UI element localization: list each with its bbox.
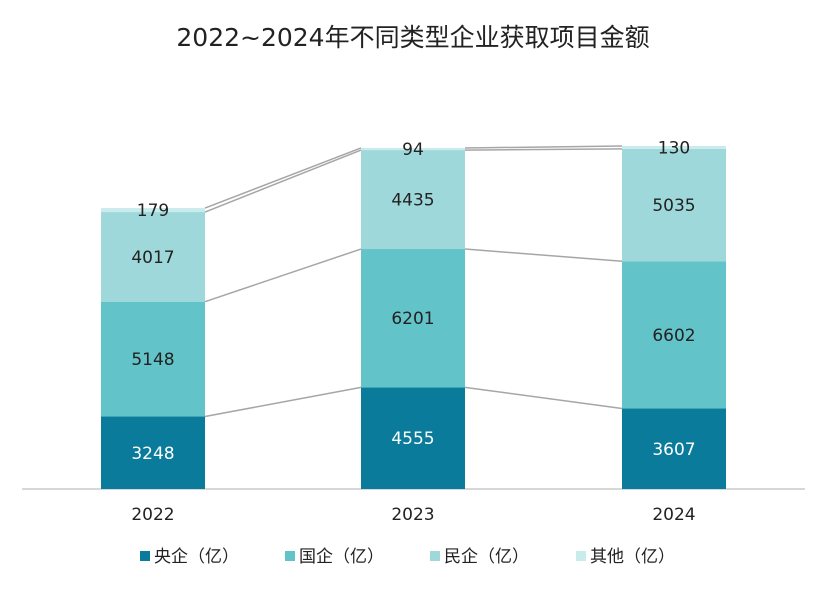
data-label: 4555 <box>391 429 434 449</box>
bar-segment <box>622 148 726 262</box>
data-label: 94 <box>402 140 424 160</box>
data-label: 6201 <box>391 309 434 329</box>
legend-label: 国企（亿） <box>299 547 384 567</box>
bar-segment <box>101 212 205 302</box>
legend-swatch <box>285 551 295 561</box>
bar-segment <box>361 150 465 250</box>
x-tick-label: 2022 <box>131 505 174 525</box>
bar-segment <box>361 147 465 151</box>
legend-label: 央企（亿） <box>154 547 239 567</box>
bar-segment <box>101 208 205 213</box>
data-label: 4435 <box>391 191 434 211</box>
legend-label: 其他（亿） <box>590 547 675 567</box>
bar-segment <box>622 146 726 149</box>
connector-line <box>464 248 623 262</box>
data-label: 3248 <box>131 444 174 464</box>
bar-segment <box>101 301 205 417</box>
connector-line <box>204 386 362 418</box>
data-label: 5035 <box>652 196 695 216</box>
data-label: 4017 <box>131 248 174 268</box>
legend-label: 民企（亿） <box>444 547 529 567</box>
legend-swatch <box>140 551 150 561</box>
connector-line <box>464 145 623 149</box>
connector-line <box>464 148 623 151</box>
bar-segment <box>361 387 465 489</box>
bar-segment <box>622 408 726 489</box>
data-label: 6602 <box>652 326 695 346</box>
data-label: 130 <box>658 138 690 158</box>
connector-line <box>204 149 362 213</box>
x-tick-label: 2023 <box>391 505 434 525</box>
connector-line <box>204 248 362 303</box>
legend-swatch <box>576 551 586 561</box>
bar-segment <box>361 249 465 388</box>
data-label: 179 <box>137 201 169 221</box>
chart-title: 2022~2024年不同类型企业获取项目金额 <box>176 23 649 52</box>
connector-line <box>464 386 623 410</box>
data-label: 3607 <box>652 440 695 460</box>
x-tick-label: 2024 <box>652 505 695 525</box>
connector-line <box>204 147 362 209</box>
bar-segment <box>622 261 726 409</box>
bar-segment <box>101 416 205 489</box>
data-label: 5148 <box>131 350 174 370</box>
legend-swatch <box>430 551 440 561</box>
